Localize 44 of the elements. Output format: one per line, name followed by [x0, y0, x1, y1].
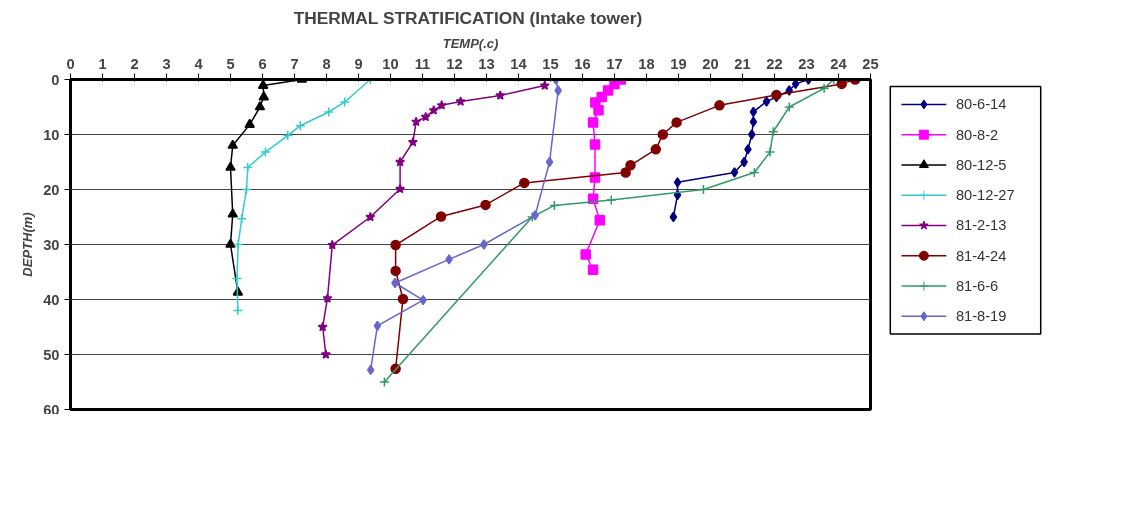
x-tick-label: 14 — [510, 55, 528, 72]
x-tick-label: 1 — [98, 55, 107, 72]
y-tick-label: 60 — [43, 401, 60, 418]
legend-label: 80-6-14 — [955, 96, 1007, 113]
x-tick-label: 22 — [766, 55, 783, 72]
x-tick-label: 10 — [382, 55, 399, 72]
chart-title: THERMAL STRATIFICATION (Intake tower) — [293, 7, 643, 28]
x-tick-label: 15 — [542, 55, 559, 72]
x-tick-label: 19 — [670, 55, 687, 72]
x-tick-label: 8 — [322, 55, 331, 72]
y-tick-label: 0 — [51, 71, 60, 88]
x-tick-label: 16 — [574, 55, 591, 72]
y-tick-label: 50 — [43, 346, 60, 363]
x-tick-label: 3 — [162, 55, 171, 72]
x-tick-label: 4 — [194, 55, 204, 72]
x-tick-label: 18 — [638, 55, 655, 72]
y-tick-label: 10 — [43, 126, 60, 143]
x-tick-label: 5 — [226, 55, 235, 72]
x-tick-label: 17 — [606, 55, 623, 72]
x-tick-label: 12 — [446, 55, 463, 72]
legend-label: 81-6-6 — [955, 277, 999, 294]
x-tick-label: 2 — [130, 55, 139, 72]
x-tick-label: 6 — [258, 55, 267, 72]
x-tick-label: 23 — [798, 55, 815, 72]
x-tick-label: 9 — [354, 55, 363, 72]
x-tick-label: 25 — [862, 55, 879, 72]
legend-label: 81-2-13 — [955, 217, 1007, 234]
x-tick-label: 11 — [414, 55, 431, 72]
x-tick-label: 21 — [734, 55, 751, 72]
x-tick-label: 13 — [478, 55, 495, 72]
legend-label: 81-8-19 — [955, 308, 1007, 325]
x-axis-title: TEMP(.c) — [442, 35, 499, 51]
x-tick-label: 24 — [830, 55, 848, 72]
legend-label: 80-12-5 — [955, 156, 1007, 173]
y-tick-label: 20 — [43, 181, 60, 198]
y-tick-label: 40 — [43, 291, 60, 308]
x-tick-label: 7 — [290, 55, 299, 72]
x-tick-label: 0 — [66, 55, 75, 72]
x-tick-label: 20 — [702, 55, 719, 72]
legend-label: 81-4-24 — [955, 247, 1007, 264]
legend-label: 80-12-27 — [955, 187, 1015, 204]
y-axis-title: DEPTH(m) — [20, 212, 36, 277]
y-tick-label: 30 — [43, 236, 60, 253]
legend-label: 80-8-2 — [955, 126, 999, 143]
